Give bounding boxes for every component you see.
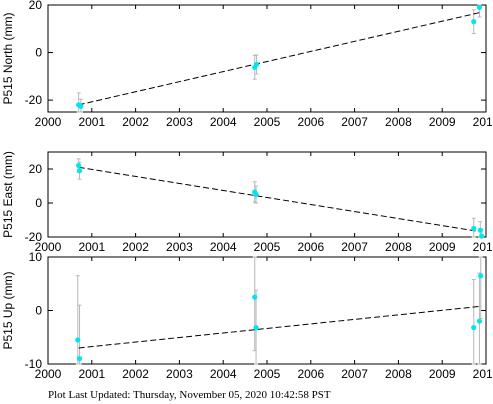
data-point	[478, 273, 484, 279]
x-tick-label: 2005	[254, 115, 281, 129]
plot-frame	[47, 4, 487, 113]
x-tick-label: 2009	[429, 367, 456, 381]
data-point	[252, 294, 258, 300]
data-point	[471, 325, 477, 331]
x-tick-label: 2001	[78, 367, 105, 381]
data-point	[76, 163, 82, 169]
trend-line	[78, 166, 482, 233]
data-point	[76, 356, 83, 362]
x-tick-label: 2005	[254, 367, 281, 381]
trend-line	[78, 305, 482, 349]
panel-3: 2000 2001 2002 2003 2004 2005 2006 2007 2008 2009…	[1, 250, 493, 381]
x-tick-label: 2009	[429, 240, 456, 254]
y-tick-label: 20	[29, 0, 43, 12]
y-tick-label: -20	[25, 230, 43, 244]
x-tick-label: 2000	[35, 115, 62, 129]
x-tick-label: 2004	[210, 240, 237, 254]
x-tick-label: 2003	[166, 367, 193, 381]
x-tick-label: 2007	[341, 115, 368, 129]
x-tick-label: 2005	[254, 240, 281, 254]
x-tick-label: 2009	[429, 115, 456, 129]
plot-frame	[47, 256, 487, 365]
data-point	[471, 19, 477, 25]
y-tick-label: 0	[35, 196, 42, 210]
x-tick-label: 2002	[122, 115, 149, 129]
trend-line	[78, 11, 482, 106]
data-point	[476, 318, 483, 324]
y-axis-label: P515 North (mm)	[1, 12, 15, 104]
y-tick-label: 10	[29, 250, 43, 264]
data-point	[479, 233, 485, 239]
x-tick-label: 2002	[122, 367, 149, 381]
x-tick-label: 2001	[78, 240, 105, 254]
data-point	[471, 225, 477, 232]
data-point	[477, 227, 483, 233]
y-tick-label: 20	[29, 162, 43, 176]
x-tick-label: 2007	[341, 240, 368, 254]
x-tick-label: 2004	[210, 367, 237, 381]
x-tick-label: 2004	[210, 115, 237, 129]
data-point	[78, 103, 84, 109]
x-tick-label: 2007	[341, 367, 368, 381]
x-tick-label: 2008	[385, 115, 412, 129]
y-tick-label: 0	[35, 304, 42, 318]
data-point	[75, 337, 81, 343]
x-tick-label: 2000	[35, 240, 62, 254]
x-tick-label: 2006	[297, 367, 324, 381]
x-tick-label: 2000	[35, 367, 62, 381]
y-axis-label: P515 Up (mm)	[1, 271, 15, 349]
x-tick-label: 2006	[297, 240, 324, 254]
data-point	[476, 4, 483, 10]
x-tick-label: 2006	[297, 115, 324, 129]
y-tick-label: 0	[35, 46, 42, 60]
y-tick-label: -20	[25, 93, 43, 107]
x-tick-label: 2008	[385, 367, 412, 381]
x-tick-label: 2008	[385, 240, 412, 254]
panel-2: 2000 2001 2002 2003 2004 2005 2006 2007 2008 2009…	[1, 151, 493, 254]
panel-1: 2000 2001 2002 2003 2004 2005 2006 2007 2008 2009…	[1, 0, 493, 129]
y-tick-label: -10	[25, 357, 43, 371]
x-tick-label: 2001	[78, 115, 105, 129]
y-axis-label: P515 East (mm)	[1, 151, 15, 238]
x-tick-label: 2002	[122, 240, 149, 254]
plot-frame	[47, 151, 487, 238]
data-point	[253, 191, 259, 198]
data-point	[76, 168, 83, 174]
x-tick-label: 2003	[166, 240, 193, 254]
plot-updated-footer: Plot Last Updated: Thursday, November 05…	[48, 389, 331, 401]
data-point	[253, 61, 260, 68]
x-tick-label: 2003	[166, 115, 193, 129]
data-point	[253, 325, 259, 331]
